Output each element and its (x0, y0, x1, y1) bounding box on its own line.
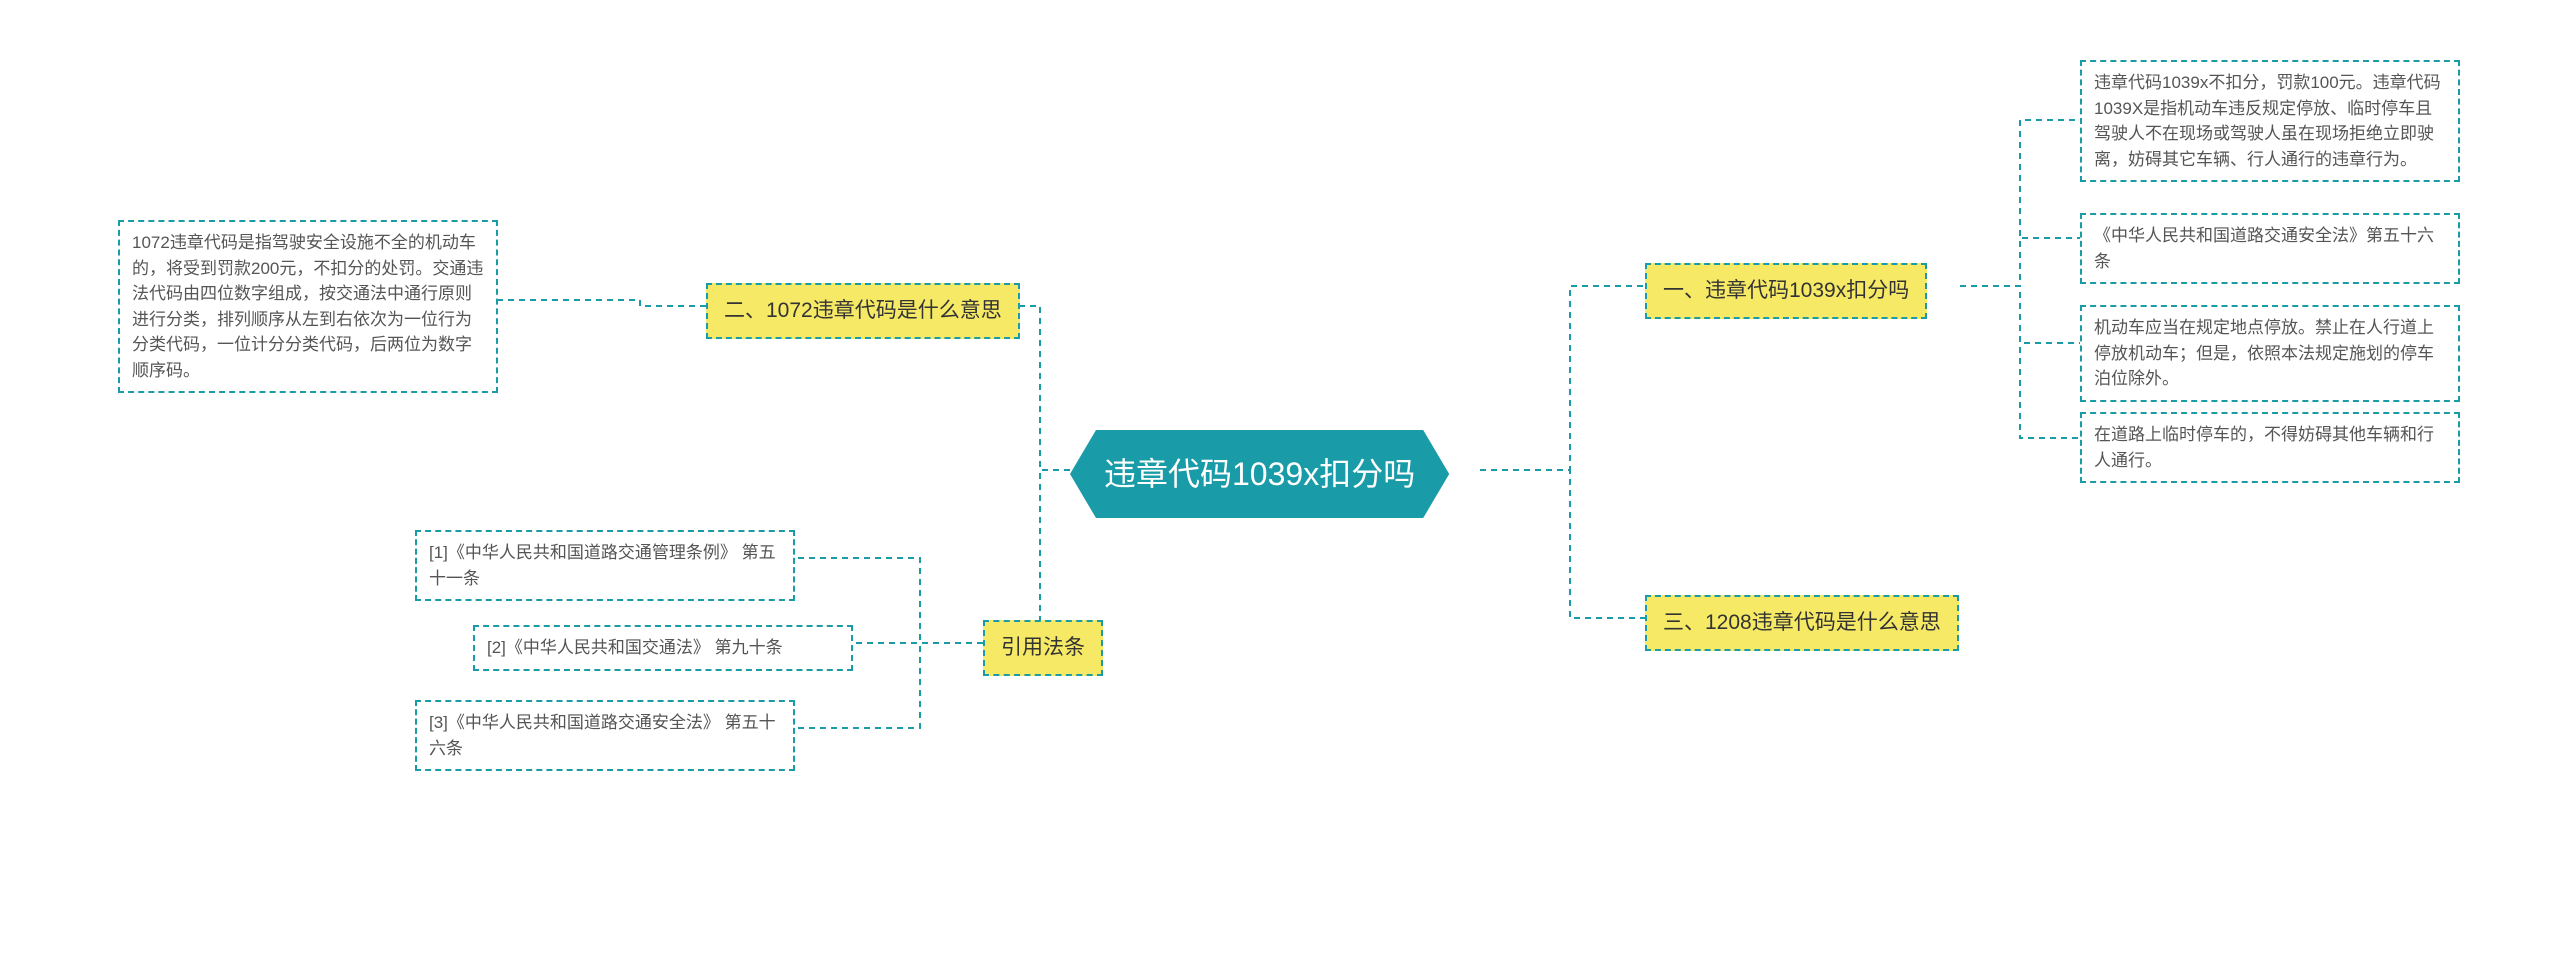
leaf-b4-1: [1]《中华人民共和国道路交通管理条例》 第五十一条 (415, 530, 795, 601)
branch-3: 三、1208违章代码是什么意思 (1645, 595, 1959, 651)
center-node: 违章代码1039x扣分吗 (1070, 430, 1449, 518)
leaf-b4-2: [2]《中华人民共和国交通法》 第九十条 (473, 625, 853, 671)
leaf-b1-1: 违章代码1039x不扣分，罚款100元。违章代码1039X是指机动车违反规定停放… (2080, 60, 2460, 182)
branch-2: 二、1072违章代码是什么意思 (706, 283, 1020, 339)
leaf-b1-3: 机动车应当在规定地点停放。禁止在人行道上停放机动车；但是，依照本法规定施划的停车… (2080, 305, 2460, 402)
leaf-b2-1: 1072违章代码是指驾驶安全设施不全的机动车的，将受到罚款200元，不扣分的处罚… (118, 220, 498, 393)
branch-1: 一、违章代码1039x扣分吗 (1645, 263, 1927, 319)
branch-4: 引用法条 (983, 620, 1103, 676)
leaf-b1-2: 《中华人民共和国道路交通安全法》第五十六条 (2080, 213, 2460, 284)
leaf-b1-4: 在道路上临时停车的，不得妨碍其他车辆和行人通行。 (2080, 412, 2460, 483)
leaf-b4-3: [3]《中华人民共和国道路交通安全法》 第五十六条 (415, 700, 795, 771)
